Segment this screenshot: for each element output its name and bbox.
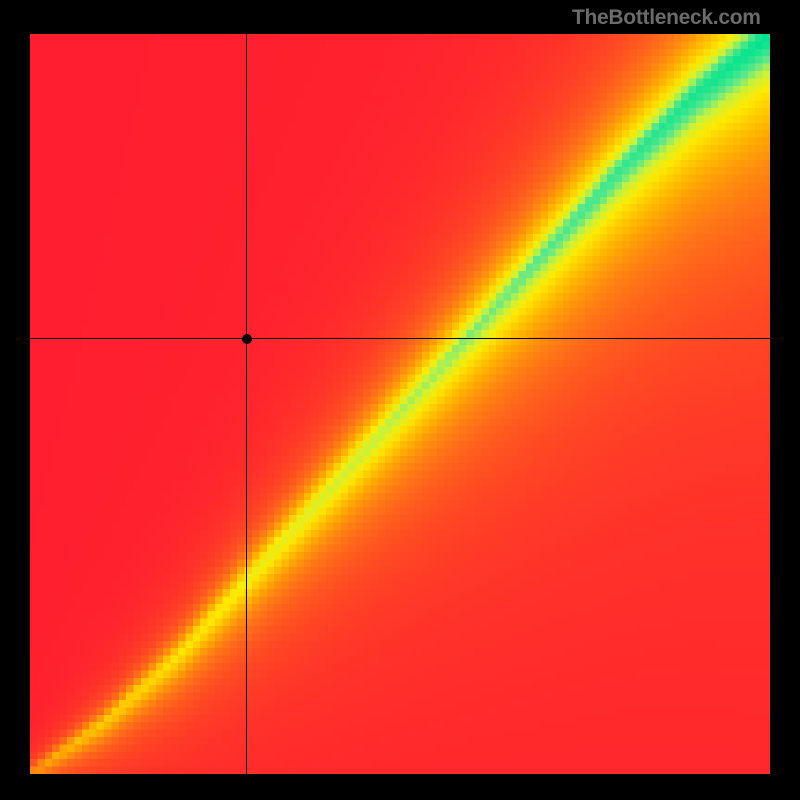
crosshair-marker-dot bbox=[242, 334, 252, 344]
heatmap-chart bbox=[30, 34, 770, 774]
crosshair-horizontal bbox=[30, 338, 770, 339]
watermark-text: TheBottleneck.com bbox=[572, 6, 761, 30]
crosshair-vertical bbox=[246, 34, 247, 774]
heatmap-canvas bbox=[30, 34, 770, 774]
